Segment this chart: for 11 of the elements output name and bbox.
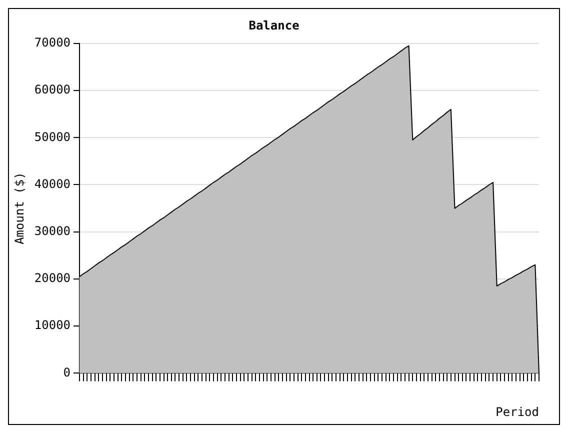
y-tick-label: 30000: [34, 224, 71, 238]
y-tick-label: 60000: [34, 82, 71, 97]
y-tick-label: 0: [63, 365, 71, 380]
y-axis-title: Amount ($): [12, 172, 26, 244]
y-tick-label: 10000: [34, 318, 71, 332]
y-tick-label: 40000: [34, 176, 71, 191]
y-tick-label: 50000: [34, 130, 71, 144]
y-tick-label: 70000: [34, 36, 71, 50]
chart-title: Balance: [248, 18, 300, 32]
y-tick-label: 20000: [34, 271, 71, 286]
x-axis-title: Period: [496, 404, 539, 419]
